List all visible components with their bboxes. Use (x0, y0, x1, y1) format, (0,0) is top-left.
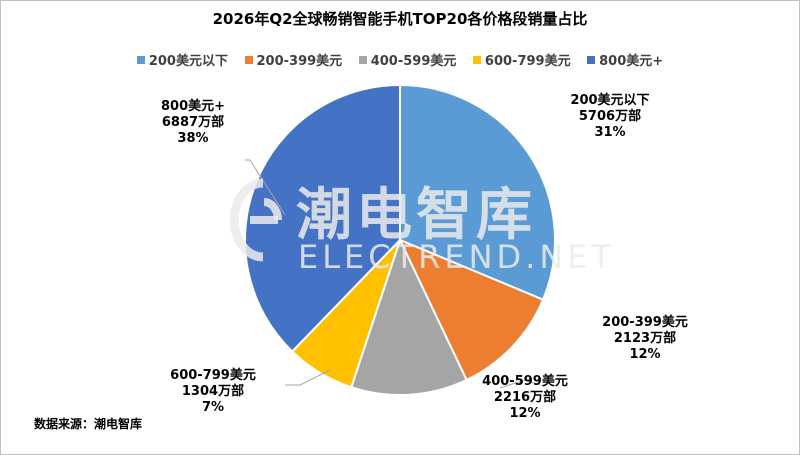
data-label-1-value: 2123万部 (613, 331, 677, 346)
legend-item-2: 400-599美元 (358, 50, 457, 69)
data-label-2-name: 400-599美元 (482, 374, 568, 389)
legend-label-2: 400-599美元 (370, 54, 457, 69)
chart-title: 2026年Q2全球畅销智能手机TOP20各价格段销量占比 (212, 10, 588, 28)
data-label-1: 200-399美元 2123万部 12% (580, 315, 710, 363)
data-label-4-percent: 38% (177, 131, 209, 146)
legend-item-1: 200-399美元 (244, 50, 343, 69)
leader-line-0 (245, 159, 286, 216)
legend-swatch-0 (136, 56, 145, 64)
watermark-logo-icon (229, 178, 282, 262)
data-label-2-percent: 12% (509, 406, 541, 421)
pie-slice-1 (397, 238, 545, 382)
legend-item-0: 200美元以下 (136, 50, 228, 69)
legend-label-3: 600-799美元 (484, 54, 571, 69)
legend-swatch-2 (358, 56, 367, 64)
legend-label-4: 800美元+ (599, 54, 664, 69)
data-label-0-percent: 31% (594, 125, 626, 140)
legend: 200美元以下 200-399美元 400-599美元 600-799美元 80… (0, 50, 800, 69)
leader-line-1 (499, 379, 541, 389)
data-label-4: 800美元+ 6887万部 38% (128, 99, 258, 147)
pie-slice-2 (350, 237, 468, 396)
data-source: 数据来源：潮电智库 (34, 417, 143, 431)
data-label-1-name: 200-399美元 (602, 315, 688, 330)
legend-swatch-4 (587, 56, 596, 64)
data-label-3-value: 1304万部 (181, 384, 245, 399)
data-label-4-value: 6887万部 (161, 115, 225, 130)
data-label-0: 200美元以下 5706万部 31% (545, 93, 675, 141)
legend-item-3: 600-799美元 (472, 50, 571, 69)
legend-label-0: 200美元以下 (148, 54, 228, 69)
legend-label-1: 200-399美元 (256, 54, 343, 69)
data-label-4-name: 800美元+ (160, 99, 226, 114)
leader-line-2 (285, 369, 331, 386)
legend-item-4: 800美元+ (587, 50, 663, 69)
data-label-3-name: 600-799美元 (170, 368, 256, 383)
data-label-0-name: 200美元以下 (570, 93, 650, 108)
data-label-3-percent: 7% (201, 400, 225, 415)
legend-swatch-1 (244, 56, 253, 64)
data-label-2-value: 2216万部 (493, 390, 557, 405)
data-label-0-value: 5706万部 (578, 109, 642, 124)
data-label-2: 400-599美元 2216万部 12% (460, 374, 590, 422)
data-label-1-percent: 12% (629, 347, 661, 362)
data-label-3: 600-799美元 1304万部 7% (148, 368, 278, 416)
pie-slice-0 (399, 83, 556, 301)
legend-swatch-3 (472, 56, 481, 64)
